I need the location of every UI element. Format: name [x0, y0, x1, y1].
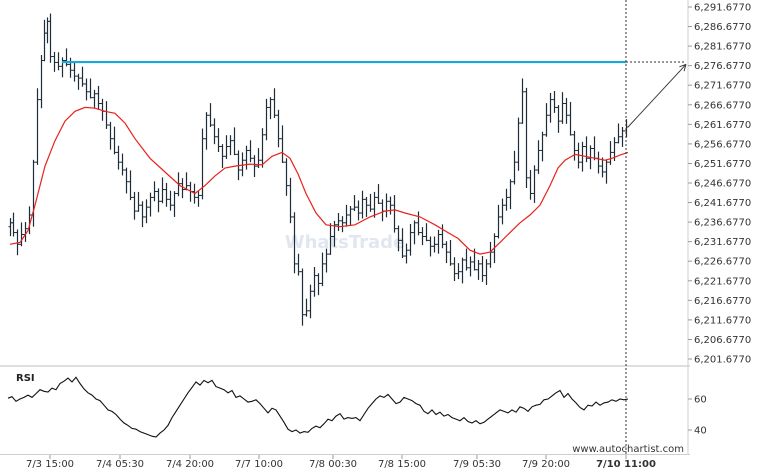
time-tick-label: 7/8 15:00 [378, 459, 426, 470]
rsi-line [7, 376, 629, 438]
rsi-panel: 60 40 [7, 376, 707, 438]
moving-average-line [9, 106, 629, 255]
price-tick-label: 6,226.6770 [694, 257, 751, 268]
time-tick-label: 7/3 15:00 [26, 459, 74, 470]
price-tick-label: 6,271.6770 [694, 81, 751, 92]
price-tick-label: 6,246.6770 [694, 179, 751, 190]
projection-arrow [627, 64, 687, 128]
rsi-tick-label: 40 [694, 426, 707, 437]
price-tick-label: 6,231.6770 [694, 237, 751, 248]
price-tick-label: 6,206.6770 [694, 335, 751, 346]
watermark-logo: WhatsTrade [285, 232, 406, 253]
price-tick-label: 6,251.6770 [694, 159, 751, 170]
rsi-label: RSI [16, 373, 35, 384]
time-tick-label: 7/9 20:00 [522, 459, 570, 470]
time-tick-label: 7/4 20:00 [166, 459, 214, 470]
time-tick-label: 7/9 05:30 [453, 459, 501, 470]
time-tick-label: 7/8 00:30 [309, 459, 357, 470]
price-tick-label: 6,256.6770 [694, 139, 751, 150]
price-tick-label: 6,211.6770 [694, 315, 751, 326]
time-tick-label: 7/4 05:30 [96, 459, 144, 470]
price-bars [8, 13, 629, 326]
price-tick-label: 6,241.6770 [694, 198, 751, 209]
price-tick-label: 6,261.6770 [694, 120, 751, 131]
time-tick-label: 7/10 11:00 [596, 459, 656, 470]
price-axis: 6,291.6770 6,286.6770 6,281.6770 6,276.6770… [688, 3, 751, 366]
moving-average-layer [9, 106, 629, 255]
price-tick-label: 6,236.6770 [694, 218, 751, 229]
levels-layer [62, 0, 687, 455]
price-tick-label: 6,281.6770 [694, 42, 751, 53]
price-tick-label: 6,201.6770 [694, 355, 751, 366]
price-tick-label: 6,286.6770 [694, 22, 751, 33]
rsi-tick-label: 60 [694, 395, 707, 406]
price-tick-label: 6,276.6770 [694, 61, 751, 72]
price-tick-label: 6,221.6770 [694, 276, 751, 287]
time-tick-label: 7/7 10:00 [235, 459, 283, 470]
source-watermark[interactable]: www.autochartist.com [572, 444, 684, 455]
price-tick-label: 6,216.6770 [694, 296, 751, 307]
time-axis: 7/3 15:00 7/4 05:30 7/4 20:00 7/7 10:00 7/8 … [26, 455, 656, 470]
projection-arrowhead [679, 63, 687, 72]
price-tick-label: 6,266.6770 [694, 100, 751, 111]
price-tick-label: 6,291.6770 [694, 3, 751, 14]
